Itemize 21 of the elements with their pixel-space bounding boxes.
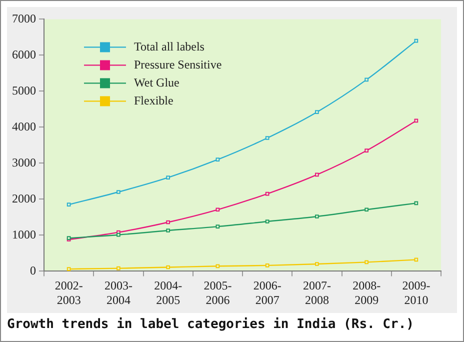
legend-label: Total all labels bbox=[134, 39, 205, 54]
text: Growth trends in label categories in India (Rs. Cr.) bbox=[7, 317, 414, 332]
x-tick-label: 2007- 2008 bbox=[302, 278, 331, 307]
x-tick-label: 2004- 2005 bbox=[154, 278, 182, 307]
legend-label: Flexible bbox=[134, 93, 174, 108]
y-tick-label: 0 bbox=[30, 263, 36, 278]
y-tick-label: 2000 bbox=[12, 191, 36, 206]
y-tick-label: 3000 bbox=[12, 155, 36, 170]
y-tick-label: 5000 bbox=[12, 83, 36, 98]
legend-label: Pressure Sensitive bbox=[134, 57, 222, 72]
x-tick-label: 2003- 2004 bbox=[104, 278, 132, 307]
legend-label: Wet Glue bbox=[134, 75, 180, 90]
y-tick-label: 6000 bbox=[12, 47, 36, 62]
y-tick-label: 4000 bbox=[12, 119, 36, 134]
x-tick-label: 2006- 2007 bbox=[253, 278, 282, 307]
x-tick-label: 2008- 2009 bbox=[352, 278, 381, 307]
x-tick-label: 2009- 2010 bbox=[402, 278, 430, 307]
y-tick-label: 7000 bbox=[12, 11, 36, 26]
x-tick-label: 2005- 2006 bbox=[204, 278, 232, 307]
x-tick-label: 2002- 2003 bbox=[54, 278, 83, 307]
y-tick-label: 1000 bbox=[12, 227, 36, 242]
